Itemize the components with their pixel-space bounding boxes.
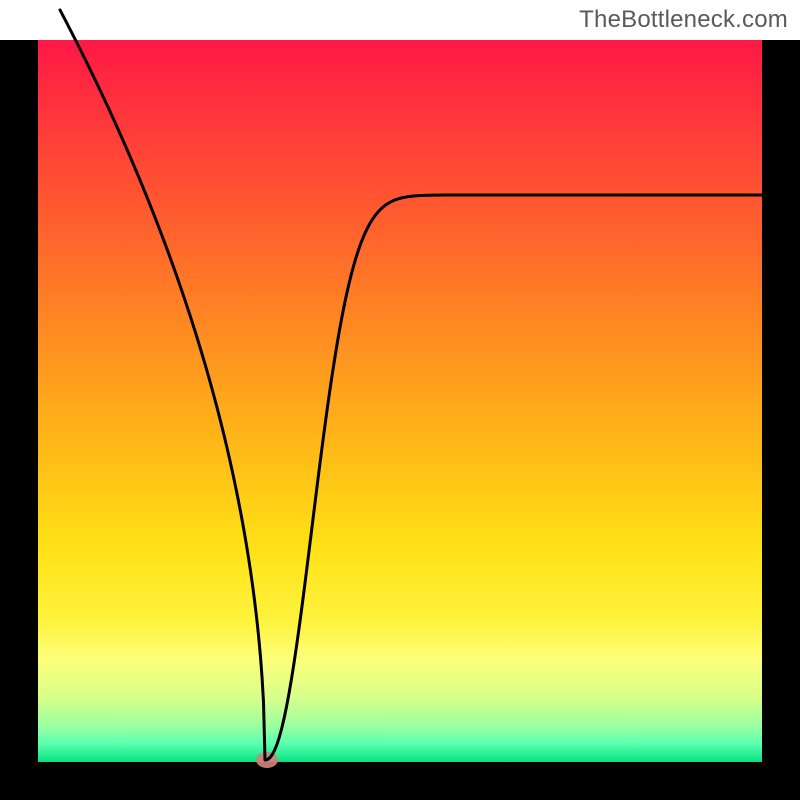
watermark-text: TheBottleneck.com (579, 6, 788, 34)
chart-root: TheBottleneck.com (0, 0, 800, 800)
border-bottom (0, 762, 800, 800)
gradient-fill (0, 0, 800, 800)
border-right (762, 40, 800, 800)
background-layer (0, 0, 800, 800)
border-left (0, 40, 38, 800)
